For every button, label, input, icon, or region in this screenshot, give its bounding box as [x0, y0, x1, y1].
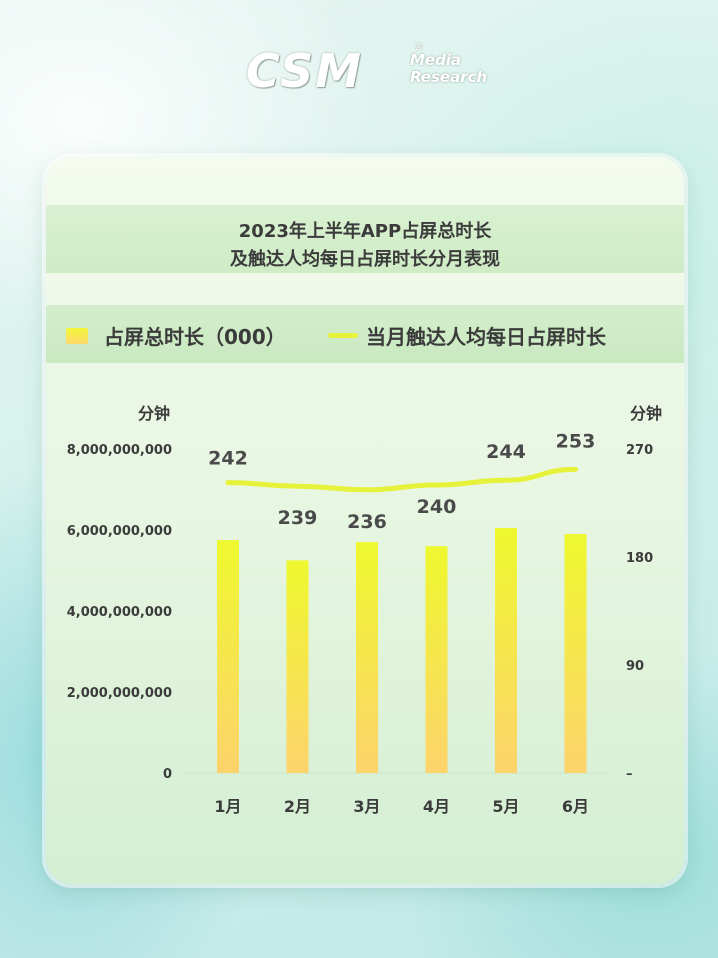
- legend-line-swatch: [328, 333, 358, 338]
- logo-research: Research: [410, 68, 488, 86]
- left-axis-tick-label: 4,000,000,000: [67, 605, 172, 620]
- bar-4: [425, 546, 448, 773]
- bar-3: [356, 542, 378, 773]
- left-axis-unit: 分钟: [138, 404, 170, 423]
- line-data-label: 242: [208, 448, 248, 470]
- legend-line-label: 当月触达人均每日占屏时长: [366, 325, 606, 349]
- x-axis-category-label: 2月: [284, 797, 311, 816]
- chart-title-line2: 及触达人均每日占屏时长分月表现: [230, 249, 500, 270]
- bar-1: [217, 540, 239, 773]
- logo-registered-mark: ®: [414, 42, 424, 53]
- x-axis-category-label: 1月: [214, 797, 241, 816]
- x-axis-category-label: 6月: [562, 797, 589, 816]
- legend-bar-swatch: [66, 328, 88, 344]
- logo-sub-text: Media Research: [410, 52, 487, 86]
- line-data-label: 239: [278, 507, 318, 529]
- logo-main-text: CSM: [246, 44, 364, 98]
- right-axis-unit: 分钟: [630, 404, 662, 423]
- logo-media: Media: [410, 51, 462, 69]
- bar-5: [495, 527, 517, 773]
- x-axis-category-label: 3月: [353, 797, 380, 816]
- csm-logo: CSM ® Media Research: [246, 42, 496, 98]
- left-axis-tick-label: 0: [163, 767, 172, 782]
- right-axis-tick-label: 180: [626, 551, 653, 566]
- title-band: [46, 205, 684, 273]
- combo-chart: 分钟 0 2,000,000,000 4,000,000,000 6,000,000,0…: [67, 404, 662, 816]
- right-axis-tick-label: –: [626, 767, 633, 782]
- chart-card: 2023年上半年APP占屏总时长 及触达人均每日占屏时长分月表现 占屏总时长（0…: [46, 157, 684, 884]
- line-data-label: 236: [347, 511, 387, 533]
- left-axis-tick-label: 8,000,000,000: [67, 443, 172, 458]
- legend-band: [46, 305, 684, 363]
- legend-bar-label: 占屏总时长（000）: [104, 325, 286, 349]
- bar-6: [564, 534, 587, 773]
- right-axis-tick-label: 90: [626, 659, 644, 674]
- left-axis-tick-label: 6,000,000,000: [67, 524, 172, 539]
- series-line: [225, 466, 578, 493]
- line-data-label: 244: [486, 441, 526, 463]
- chart-title-line1: 2023年上半年APP占屏总时长: [238, 221, 492, 242]
- right-axis-tick-label: 270: [626, 443, 653, 458]
- left-axis-tick-label: 2,000,000,000: [67, 686, 172, 701]
- x-axis-category-label: 5月: [492, 797, 519, 816]
- x-axis-category-label: 4月: [423, 797, 450, 816]
- line-data-label: 253: [556, 430, 596, 452]
- line-data-label: 240: [417, 496, 457, 518]
- bar-2: [286, 560, 309, 773]
